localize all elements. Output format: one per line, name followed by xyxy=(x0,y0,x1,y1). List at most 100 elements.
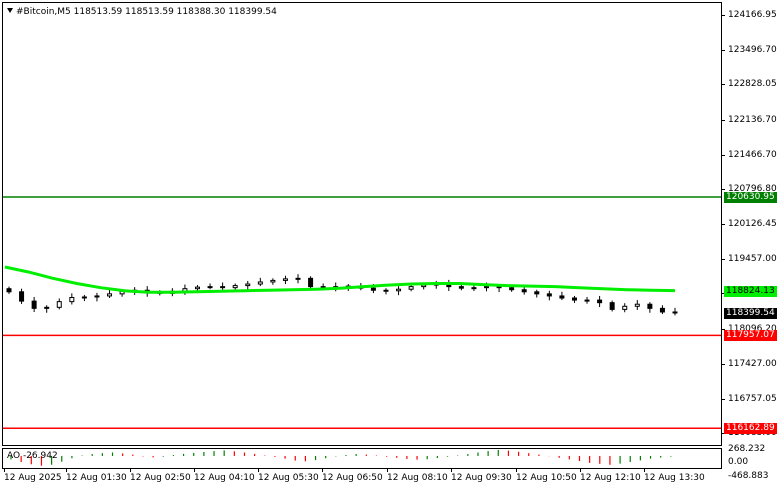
candle-body xyxy=(194,286,200,290)
candle-body xyxy=(383,289,389,292)
candle-body xyxy=(634,303,640,307)
candle-body xyxy=(396,288,402,292)
candle-body xyxy=(458,286,464,289)
candle-body xyxy=(31,300,37,309)
candle-body xyxy=(559,295,565,299)
price-tick-mark xyxy=(722,398,725,400)
price-tick-mark xyxy=(722,258,725,260)
time-tick-label: 12 Aug 06:50 xyxy=(322,473,383,483)
candle xyxy=(245,280,251,290)
current-price-label: 118399.54 xyxy=(724,307,777,319)
price-tick-mark xyxy=(722,293,725,295)
time-tick-mark xyxy=(387,469,388,472)
candle xyxy=(571,295,577,303)
price-axis[interactable]: 124166.95 123496.70 122828.05 122136.70 1214… xyxy=(722,2,781,481)
candle xyxy=(458,284,464,291)
ao-tick-label: 268.232 xyxy=(728,444,766,454)
price-tick-label: 123496.70 xyxy=(728,44,777,55)
moving-average-line xyxy=(4,265,676,294)
candle-body xyxy=(245,283,251,287)
time-tick-mark xyxy=(4,469,5,472)
dropdown-triangle-icon xyxy=(7,8,13,13)
candle xyxy=(609,300,615,312)
price-tick-mark xyxy=(722,15,725,17)
time-tick-label: 12 Aug 01:30 xyxy=(66,473,127,483)
candle xyxy=(6,286,12,294)
candle-body xyxy=(584,299,590,302)
price-tick-mark xyxy=(722,154,725,156)
time-tick-label: 12 Aug 04:10 xyxy=(194,473,255,483)
time-tick-label: 12 Aug 10:50 xyxy=(516,473,577,483)
time-tick-mark xyxy=(516,469,517,472)
candle-body xyxy=(534,291,540,295)
candle-body xyxy=(647,303,653,309)
candle xyxy=(534,289,540,298)
candle-body xyxy=(257,281,263,285)
time-tick-mark xyxy=(258,469,259,472)
time-tick-label: 12 Aug 13:30 xyxy=(644,473,705,483)
candle xyxy=(81,294,87,302)
time-axis[interactable]: 12 Aug 2025 12 Aug 01:30 12 Aug 02:50 12 Au… xyxy=(0,469,722,489)
candle xyxy=(56,298,62,310)
candle-body xyxy=(571,297,577,301)
candle-body xyxy=(220,286,226,289)
time-tick-label: 12 Aug 2025 xyxy=(4,473,62,483)
candle xyxy=(207,283,213,290)
candle-body xyxy=(421,284,427,288)
price-tick-mark xyxy=(722,224,725,226)
candle-body xyxy=(471,287,477,290)
candle-body xyxy=(107,293,113,297)
ao-tick-label: 0.00 xyxy=(728,457,749,467)
time-tick-mark xyxy=(322,469,323,472)
candle xyxy=(597,295,603,308)
support-price-label: 117957.07 xyxy=(724,330,777,342)
time-tick-mark xyxy=(580,469,581,472)
candle xyxy=(383,288,389,295)
candle-body xyxy=(597,299,603,304)
candle xyxy=(622,303,628,313)
symbol-title: #Bitcoin,M5 118513.59 118513.59 118388.3… xyxy=(7,7,277,18)
resistance-price-label: 120630.95 xyxy=(724,192,777,204)
candle xyxy=(584,296,590,304)
candle-body xyxy=(370,287,376,291)
ao-indicator-panel[interactable]: AO -26.942 xyxy=(2,448,722,469)
ao-histogram-svg[interactable] xyxy=(3,449,721,468)
time-tick-label: 12 Aug 09:30 xyxy=(451,473,512,483)
candle-body xyxy=(408,286,414,290)
candle xyxy=(396,286,402,296)
candle-body xyxy=(521,289,527,293)
price-tick-label: 118096.20 xyxy=(728,324,777,335)
price-tick-label: 121466.70 xyxy=(728,149,777,160)
candle-body xyxy=(282,278,288,281)
price-tick-label: 120796.80 xyxy=(728,184,777,195)
candle xyxy=(559,291,565,301)
main-chart-panel[interactable]: #Bitcoin,M5 118513.59 118513.59 118388.3… xyxy=(2,2,722,446)
candle xyxy=(31,296,37,312)
ao-indicator-title: AO -26.942 xyxy=(7,451,58,461)
candle-body xyxy=(81,296,87,299)
candle xyxy=(107,289,113,299)
time-tick-label: 12 Aug 05:30 xyxy=(258,473,319,483)
candle xyxy=(44,305,50,313)
candle-body xyxy=(659,307,665,313)
time-tick-mark xyxy=(194,469,195,472)
time-tick-label: 12 Aug 02:50 xyxy=(130,473,191,483)
price-chart-svg[interactable] xyxy=(3,3,721,445)
symbol-ohlc-text: #Bitcoin,M5 118513.59 118513.59 118388.3… xyxy=(16,7,277,17)
price-tick-mark xyxy=(722,433,725,435)
price-tick-label: 117427.00 xyxy=(728,358,777,369)
price-tick-mark xyxy=(722,329,725,331)
candle-body xyxy=(509,287,515,291)
candle-body xyxy=(484,286,490,289)
price-tick-mark xyxy=(722,120,725,122)
time-tick-label: 12 Aug 12:10 xyxy=(580,473,641,483)
ma-price-label: 118824.13 xyxy=(724,285,777,297)
candle xyxy=(634,300,640,310)
candle-body xyxy=(622,305,628,310)
time-tick-mark xyxy=(130,469,131,472)
time-tick-mark xyxy=(66,469,67,472)
candle xyxy=(546,290,552,301)
candle xyxy=(282,275,288,285)
candle xyxy=(257,277,263,287)
